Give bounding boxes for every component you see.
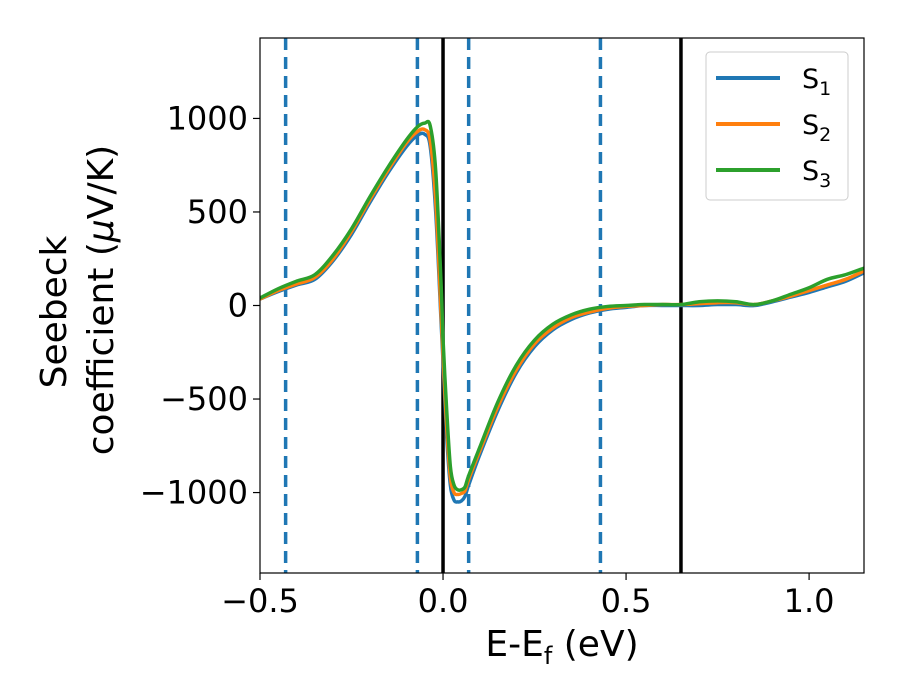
y-tick-label: 500 (187, 193, 248, 231)
legend-label-s3: S3 (802, 156, 831, 192)
series-lines (260, 119, 864, 504)
x-tick-label: 0.0 (418, 582, 469, 620)
y-axis-title-line1: Seebeck (34, 235, 75, 388)
y-tick-label: 1000 (167, 99, 248, 137)
x-axis-ticks: −0.5 0.0 0.5 1.0 (221, 573, 835, 620)
y-axis-ticks: −1000 −500 0 500 1000 (140, 99, 260, 512)
x-tick-label: 1.0 (784, 582, 835, 620)
y-axis-title-line2: coefficient (μV/K) (81, 145, 122, 455)
y-tick-label: 0 (228, 287, 248, 325)
x-axis-title: E-Ef (eV) (485, 624, 638, 670)
legend-label-s2: S2 (802, 110, 831, 146)
y-tick-label: −1000 (140, 474, 248, 512)
legend: S1 S2 S3 (705, 51, 849, 201)
y-tick-label: −500 (160, 380, 248, 418)
x-tick-label: −0.5 (221, 582, 299, 620)
legend-label-s1: S1 (802, 64, 831, 100)
y-axis-title: Seebeck coefficient (μV/K) (34, 145, 122, 455)
series-line-s3 (260, 119, 864, 492)
x-tick-label: 0.5 (601, 582, 652, 620)
